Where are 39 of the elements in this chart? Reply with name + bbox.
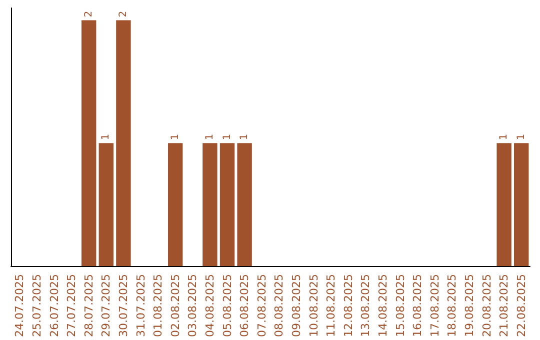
x-tick-label: 12.08.2025	[342, 274, 355, 338]
x-tick-label: 17.08.2025	[428, 274, 442, 338]
x-tick-label: 24.07.2025	[13, 274, 26, 338]
data-label: 1	[222, 134, 233, 140]
data-label: 1	[516, 134, 527, 140]
x-tick-label: 14.08.2025	[376, 274, 390, 338]
x-tick-label: 26.07.2025	[48, 274, 61, 338]
x-tick-label: 13.08.2025	[359, 274, 372, 338]
x-tick-label: 09.08.2025	[290, 274, 303, 338]
x-tick-label: 05.08.2025	[220, 274, 234, 338]
x-tick-label: 06.08.2025	[238, 274, 252, 338]
x-tick-label: 02.08.2025	[168, 274, 182, 338]
x-tick-label: 10.08.2025	[307, 274, 320, 338]
data-label: 1	[204, 134, 216, 140]
x-tick-label: 07.08.2025	[255, 274, 268, 338]
data-label: 1	[170, 134, 181, 140]
x-tick-label: 28.07.2025	[82, 274, 96, 338]
x-tick-label: 04.08.2025	[203, 274, 216, 338]
data-label: 1	[100, 134, 112, 140]
x-tick-label: 03.08.2025	[186, 274, 200, 338]
x-tick-label: 08.08.2025	[272, 274, 286, 338]
x-tick-label: 16.08.2025	[411, 274, 424, 338]
x-tick-label: 20.08.2025	[480, 274, 494, 338]
x-tick-label: 11.08.2025	[324, 274, 338, 338]
x-tick-label: 31.07.2025	[134, 274, 148, 338]
x-tick-label: 30.07.2025	[116, 274, 130, 338]
data-label: 1	[239, 134, 250, 140]
data-label: 2	[83, 10, 94, 18]
x-tick-label: 15.08.2025	[394, 274, 407, 338]
x-tick-label: 19.08.2025	[462, 274, 476, 338]
x-tick-label: 21.08.2025	[498, 274, 511, 338]
data-label: 2	[118, 10, 129, 18]
x-tick-label: 25.07.2025	[30, 274, 44, 338]
x-tick-label: 27.07.2025	[65, 274, 78, 338]
data-label: 1	[498, 134, 510, 140]
x-tick-label: 29.07.2025	[100, 274, 113, 338]
x-tick-label: 01.08.2025	[152, 274, 165, 338]
x-tick-label: 18.08.2025	[446, 274, 459, 338]
x-tick-label: 22.08.2025	[514, 274, 528, 338]
